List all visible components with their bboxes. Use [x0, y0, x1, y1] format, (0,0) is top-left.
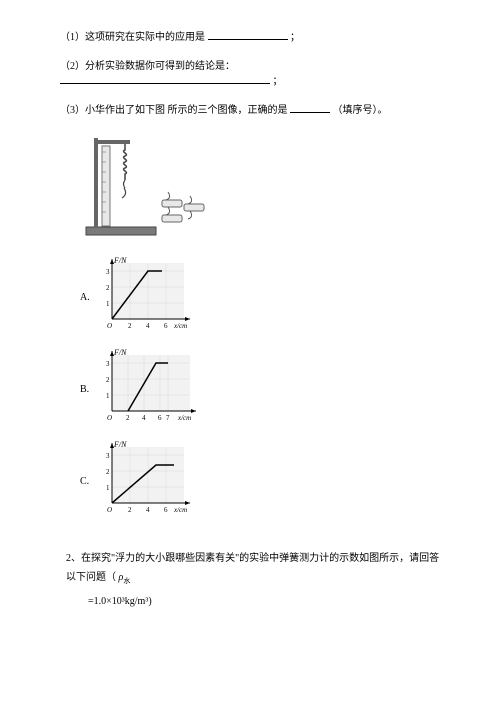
- question-3: （3）小华作出了如下图 所示的三个图像，正确的是 （填序号）。: [60, 103, 445, 118]
- svg-text:1: 1: [106, 300, 110, 308]
- chart-c-xlabel: x/cm: [173, 506, 187, 514]
- svg-text:1: 1: [106, 484, 110, 492]
- svg-text:2: 2: [106, 284, 110, 292]
- svg-text:1: 1: [106, 392, 110, 400]
- q2-suffix: ；: [273, 76, 283, 87]
- q1-suffix: ；: [290, 32, 300, 43]
- q2-prefix: （2）分析实验数据你可得到的结论是：: [60, 61, 235, 72]
- chart-a-label: A.: [80, 292, 100, 303]
- svg-text:4: 4: [142, 414, 146, 422]
- svg-text:2: 2: [106, 468, 110, 476]
- chart-option-b: B. F/N 1 2 3 O 2 4 6 7 x/cm: [80, 349, 445, 429]
- svg-text:3: 3: [106, 268, 110, 276]
- q1-prefix: （1）这项研究在实际中的应用是: [60, 32, 205, 43]
- chart-b-svg: F/N 1 2 3 O 2 4 6 7 x/cm: [100, 349, 210, 429]
- svg-text:2: 2: [126, 414, 130, 422]
- question-2: （2）分析实验数据你可得到的结论是： ；: [60, 59, 445, 89]
- q1-blank[interactable]: [208, 39, 288, 40]
- q3-blank[interactable]: [290, 112, 330, 113]
- chart-a-xlabel: x/cm: [173, 322, 187, 330]
- chart-b-xlabel: x/cm: [177, 414, 191, 422]
- svg-text:6: 6: [158, 414, 162, 422]
- q2b-text2: =1.0×10³kg/m³): [88, 596, 152, 607]
- svg-text:3: 3: [106, 360, 110, 368]
- chart-option-a: A. F/N 1 2 3 O 2 4 6 x/cm: [80, 257, 445, 337]
- svg-text:2: 2: [106, 376, 110, 384]
- chart-c-ylabel: F/N: [113, 441, 127, 449]
- chart-a-svg: F/N 1 2 3 O 2 4 6 x/cm: [100, 257, 205, 337]
- question-1: （1）这项研究在实际中的应用是 ；: [60, 30, 445, 45]
- svg-text:6: 6: [164, 506, 168, 514]
- svg-text:4: 4: [146, 322, 150, 330]
- svg-text:O: O: [107, 322, 112, 330]
- spring-stand-icon: [80, 132, 210, 242]
- svg-text:7: 7: [166, 414, 170, 422]
- q2-blank[interactable]: [60, 83, 270, 84]
- svg-text:4: 4: [146, 506, 150, 514]
- svg-text:2: 2: [128, 506, 132, 514]
- chart-option-c: C. F/N 1 2 3 O 2 4 6 x/cm: [80, 441, 445, 521]
- chart-a-ylabel: F/N: [113, 257, 127, 265]
- apparatus-diagram: [80, 132, 445, 245]
- chart-b-ylabel: F/N: [113, 349, 127, 357]
- chart-c-svg: F/N 1 2 3 O 2 4 6 x/cm: [100, 441, 205, 521]
- svg-text:6: 6: [164, 322, 168, 330]
- chart-b-label: B.: [80, 384, 100, 395]
- q2b-num: 2、: [66, 553, 81, 564]
- rho-sub: 水: [123, 577, 130, 585]
- chart-c-label: C.: [80, 476, 100, 487]
- svg-text:2: 2: [128, 322, 132, 330]
- question-2-buoyancy: 2、在探究"浮力的大小跟哪些因素有关"的实验中弹簧测力计的示数如图所示，请回答以…: [60, 549, 445, 611]
- q3-prefix: （3）小华作出了如下图 所示的三个图像，正确的是: [60, 105, 288, 116]
- svg-text:3: 3: [106, 452, 110, 460]
- q3-suffix: （填序号）。: [333, 105, 388, 116]
- svg-text:O: O: [107, 414, 112, 422]
- svg-text:O: O: [107, 506, 112, 514]
